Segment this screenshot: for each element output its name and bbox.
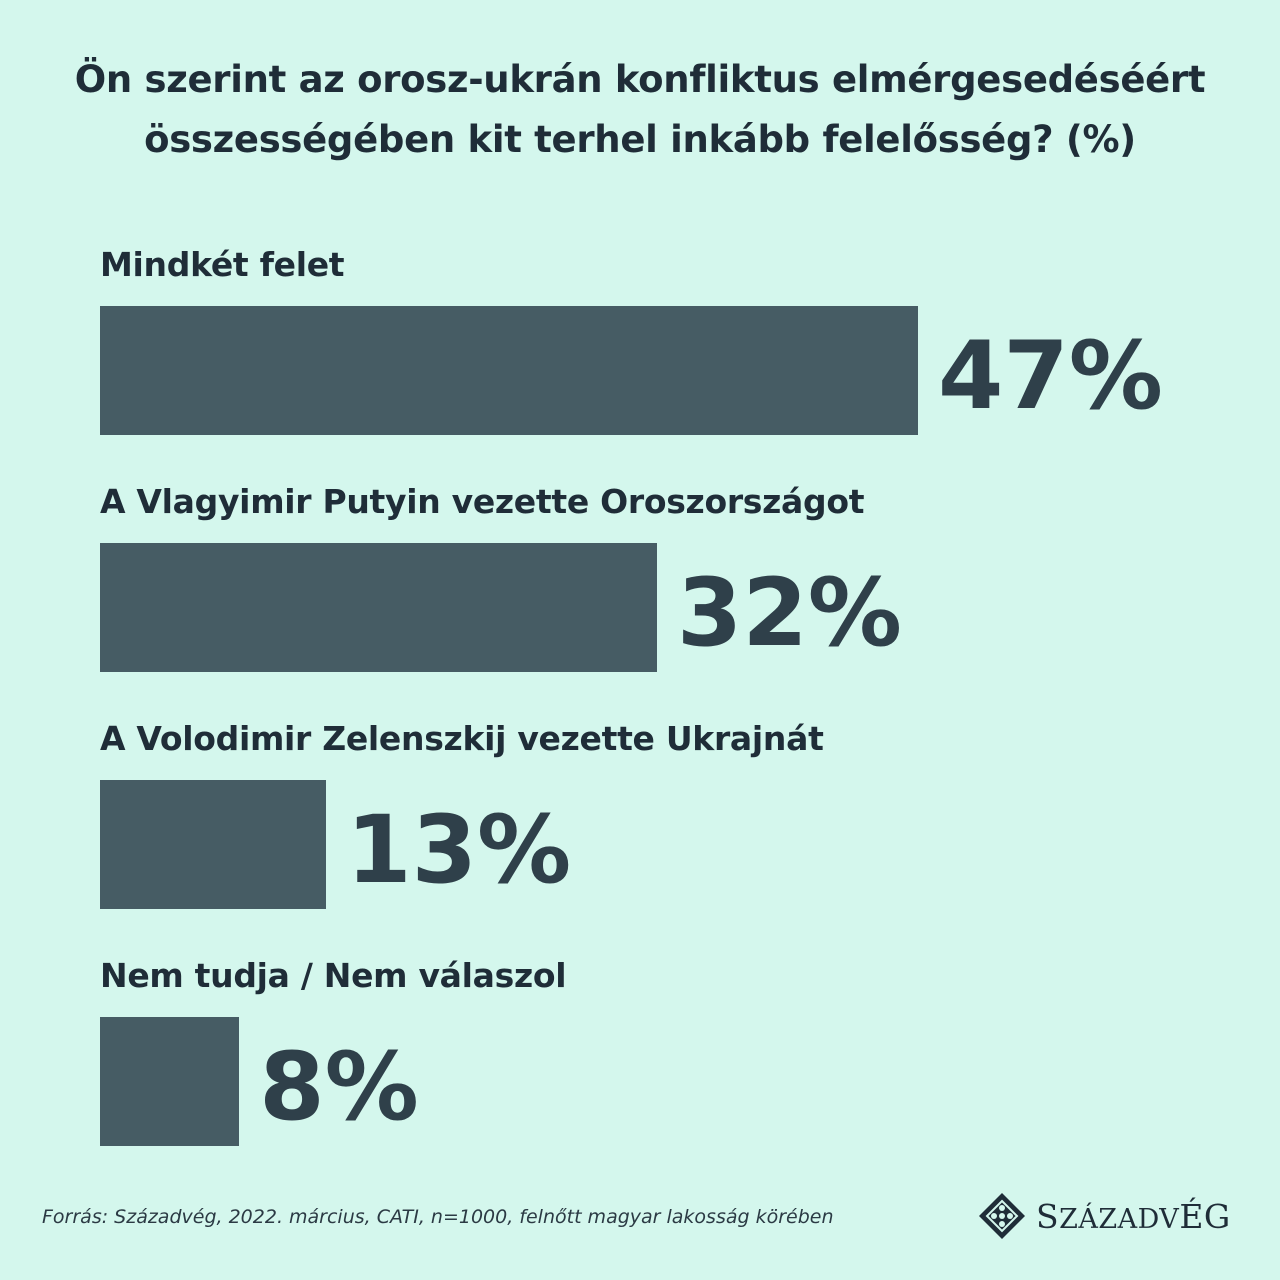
source-note: Forrás: Századvég, 2022. március, CATI, … [42,1206,834,1228]
bar [100,543,657,672]
value-label: 8% [259,1032,419,1142]
value-label: 13% [346,795,572,905]
bar [100,1017,240,1146]
value-label: 47% [938,321,1163,431]
bar-chart: Mindkét felet 47% A Vlagyimir Putyin vezet… [100,245,1163,1146]
szazadveg-diamond-logo-icon [979,1193,1025,1239]
logo-wordmark: SZÁZADVÉG [1036,1196,1231,1236]
szazadveg-logo: SZÁZADVÉG [978,1192,1231,1240]
value-label: 32% [676,558,902,668]
category-label: Nem tudja / Nem válaszol [100,956,567,995]
category-label: A Volodimir Zelenszkij vezette Ukrajnát [100,719,824,758]
chart-title-line-2: összességében kit terhel inkább felelőss… [144,118,1136,161]
category-label: Mindkét felet [100,245,345,284]
chart-title-line-1: Ön szerint az orosz-ukrán konfliktus elm… [74,58,1206,101]
category-label: A Vlagyimir Putyin vezette Oroszországot [100,482,865,521]
bar [100,780,327,909]
chart-title: Ön szerint az orosz-ukrán konfliktus elm… [40,50,1240,170]
bar [100,306,918,435]
